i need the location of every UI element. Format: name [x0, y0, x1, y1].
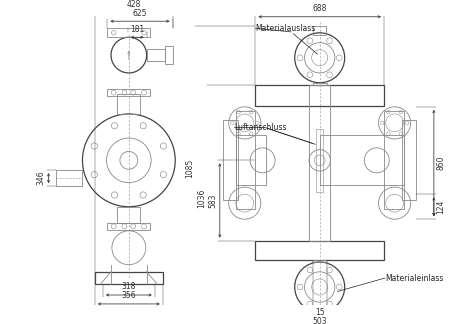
Bar [108, 28, 150, 37]
Text: 688: 688 [312, 4, 327, 13]
Bar [384, 111, 403, 209]
Text: Materialauslass: Materialauslass [255, 24, 316, 33]
Bar [255, 241, 384, 260]
Text: 181: 181 [130, 25, 145, 34]
Text: 860: 860 [437, 156, 446, 170]
Bar [312, 83, 327, 85]
Text: Materialeinlass: Materialeinlass [385, 273, 443, 283]
Bar [236, 135, 266, 185]
Bar [108, 89, 150, 96]
Text: 15: 15 [315, 308, 325, 317]
Text: 625: 625 [133, 9, 147, 17]
Bar [56, 170, 82, 186]
Bar [117, 94, 140, 114]
Bar [309, 85, 330, 241]
Bar [236, 111, 255, 209]
Bar [164, 46, 173, 64]
Bar [255, 85, 384, 106]
Text: 124: 124 [437, 200, 446, 214]
Bar [319, 135, 403, 185]
Bar [316, 129, 323, 191]
Bar [117, 207, 140, 223]
Bar [146, 49, 164, 61]
Text: 1085: 1085 [185, 159, 194, 179]
Bar [108, 223, 150, 230]
Text: Luftanschluss: Luftanschluss [234, 123, 287, 132]
Text: 1036: 1036 [198, 189, 207, 208]
Bar [313, 26, 326, 35]
Text: 428: 428 [127, 0, 141, 9]
Bar [223, 120, 237, 201]
Bar [313, 260, 326, 262]
Bar [402, 120, 416, 201]
Text: 503: 503 [312, 317, 327, 324]
Text: 356: 356 [121, 291, 136, 300]
Text: 318: 318 [122, 283, 136, 292]
Text: 346: 346 [37, 171, 46, 186]
Bar [95, 272, 163, 284]
Text: 583: 583 [208, 193, 217, 208]
